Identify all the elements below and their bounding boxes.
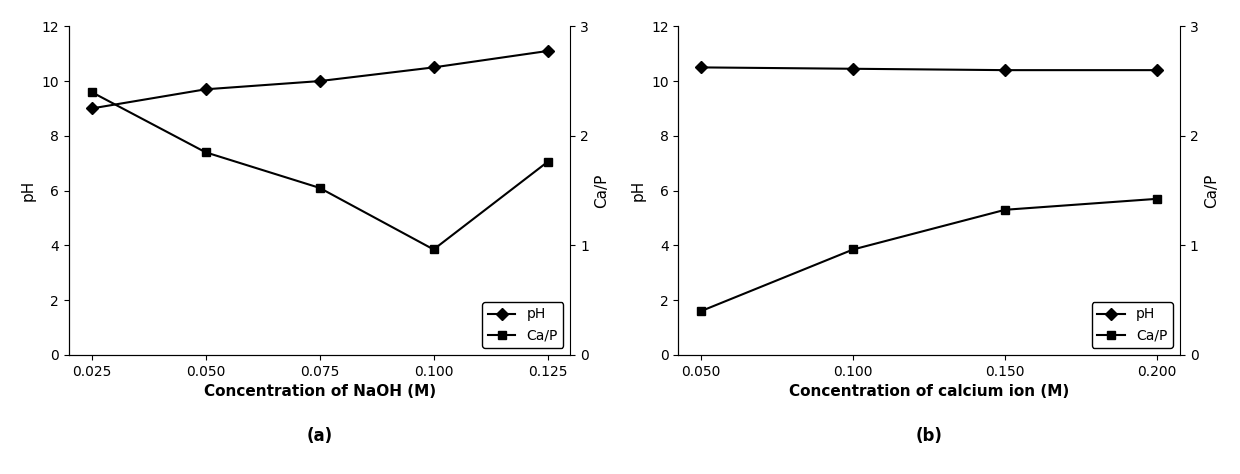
Line: pH: pH [87, 47, 552, 113]
Ca/P [427, 246, 441, 252]
pH [312, 78, 327, 84]
Y-axis label: pH: pH [630, 180, 645, 201]
X-axis label: Concentration of calcium ion (M): Concentration of calcium ion (M) [789, 384, 1069, 399]
Line: pH: pH [697, 63, 1162, 74]
Text: (b): (b) [915, 427, 942, 445]
pH [693, 64, 708, 70]
pH [1149, 67, 1164, 73]
X-axis label: Concentration of NaOH (M): Concentration of NaOH (M) [203, 384, 435, 399]
Ca/P [541, 159, 556, 164]
pH [541, 48, 556, 54]
Line: Ca/P: Ca/P [697, 195, 1162, 315]
Y-axis label: Ca/P: Ca/P [595, 173, 610, 208]
Ca/P [312, 185, 327, 191]
pH [998, 67, 1013, 73]
Ca/P [846, 246, 861, 252]
Y-axis label: Ca/P: Ca/P [1204, 173, 1219, 208]
pH [198, 86, 213, 92]
Ca/P [693, 308, 708, 314]
Line: Ca/P: Ca/P [87, 88, 552, 254]
pH [846, 66, 861, 72]
Legend: pH, Ca/P: pH, Ca/P [1091, 302, 1173, 348]
Y-axis label: pH: pH [21, 180, 36, 201]
Legend: pH, Ca/P: pH, Ca/P [482, 302, 563, 348]
pH [427, 64, 441, 70]
Text: (a): (a) [306, 427, 332, 445]
Ca/P [84, 89, 99, 95]
Ca/P [1149, 196, 1164, 201]
Ca/P [998, 207, 1013, 213]
Ca/P [198, 149, 213, 155]
pH [84, 106, 99, 111]
